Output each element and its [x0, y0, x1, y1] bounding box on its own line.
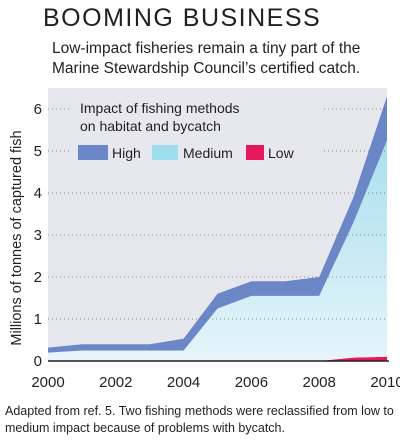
x-tick-2004: 2004: [167, 374, 200, 391]
x-tick-2008: 2008: [303, 374, 336, 391]
x-ticks: 2000 2002 2004 2006 2008 2010: [31, 374, 400, 391]
y-tick-5: 5: [34, 143, 42, 160]
y-tick-1: 1: [34, 311, 42, 328]
y-ticks: 0 1 2 3 4 5 6: [34, 101, 42, 370]
legend-title-line-1: Impact of fishing methods: [80, 100, 240, 116]
legend-swatch-low: [246, 145, 264, 160]
x-tick-2010: 2010: [370, 374, 400, 391]
x-tick-2000: 2000: [31, 374, 64, 391]
legend-label-low: Low: [268, 145, 295, 161]
chart-subtitle: Low-impact fisheries remain a tiny part …: [52, 40, 361, 77]
area-medium: [48, 140, 387, 361]
legend-swatch-medium: [152, 145, 178, 160]
x-tick-2006: 2006: [235, 374, 268, 391]
chart-footnote: Adapted from ref. 5. Two fishing methods…: [5, 404, 394, 435]
x-tick-2002: 2002: [99, 374, 132, 391]
legend: Impact of fishing methods on habitat and…: [70, 93, 322, 171]
chart-canvas: 0 1 2 3 4 5 6 2000 2002 2004 2006 2008 2010 Impact …: [31, 88, 400, 391]
legend-label-high: High: [112, 145, 141, 161]
y-tick-2: 2: [34, 269, 42, 286]
y-tick-6: 6: [34, 101, 42, 118]
legend-items: High Medium Low: [78, 145, 295, 161]
legend-title-line-2: on habitat and bycatch: [80, 118, 221, 134]
y-tick-3: 3: [34, 227, 42, 244]
y-tick-4: 4: [34, 185, 42, 202]
chart-title: BOOMING BUSINESS: [43, 4, 322, 32]
y-tick-0: 0: [34, 353, 42, 370]
legend-label-medium: Medium: [183, 145, 233, 161]
area-high: [48, 96, 387, 353]
legend-swatch-high: [78, 145, 108, 160]
